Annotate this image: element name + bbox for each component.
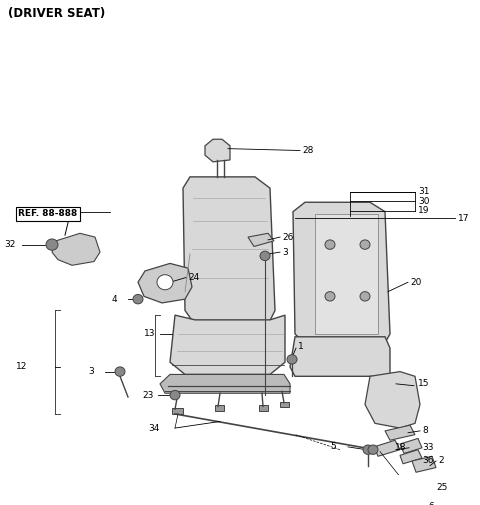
Text: 5: 5 (330, 442, 336, 451)
Text: 20: 20 (410, 278, 421, 287)
Text: 28: 28 (302, 146, 313, 155)
Circle shape (325, 292, 335, 301)
Text: 6: 6 (428, 501, 434, 505)
Polygon shape (170, 315, 285, 374)
Text: 33: 33 (422, 443, 433, 452)
Polygon shape (183, 177, 275, 325)
Polygon shape (280, 401, 289, 408)
Polygon shape (290, 337, 390, 376)
Circle shape (287, 355, 297, 364)
Circle shape (368, 445, 378, 455)
Text: 4: 4 (112, 294, 118, 304)
Polygon shape (404, 476, 432, 493)
Circle shape (115, 367, 125, 376)
Text: REF. 88-888: REF. 88-888 (18, 210, 77, 218)
Polygon shape (205, 139, 230, 162)
Polygon shape (172, 409, 183, 414)
Text: 3: 3 (282, 247, 288, 257)
Text: 1: 1 (298, 342, 304, 350)
Text: 24: 24 (188, 273, 199, 282)
Text: 3: 3 (88, 367, 94, 376)
Text: 31: 31 (418, 187, 430, 196)
Polygon shape (412, 457, 436, 472)
Text: 19: 19 (418, 206, 430, 215)
Circle shape (360, 240, 370, 249)
Text: 15: 15 (418, 379, 430, 388)
Polygon shape (259, 406, 268, 411)
Polygon shape (365, 372, 420, 428)
Polygon shape (374, 440, 400, 457)
Text: 34: 34 (148, 424, 159, 433)
Text: 25: 25 (436, 483, 447, 492)
Polygon shape (315, 215, 378, 334)
Polygon shape (385, 425, 415, 440)
Circle shape (133, 294, 143, 304)
Circle shape (413, 499, 427, 505)
Polygon shape (400, 438, 422, 453)
Text: 13: 13 (144, 329, 156, 338)
Polygon shape (293, 203, 390, 346)
Polygon shape (52, 233, 100, 265)
Text: 23: 23 (142, 391, 154, 399)
Polygon shape (160, 374, 290, 393)
Polygon shape (215, 406, 224, 411)
Text: 30: 30 (418, 197, 430, 206)
Text: (DRIVER SEAT): (DRIVER SEAT) (8, 7, 105, 20)
Circle shape (325, 240, 335, 249)
Circle shape (260, 251, 270, 261)
Polygon shape (138, 264, 192, 303)
Polygon shape (400, 449, 422, 464)
Circle shape (46, 239, 58, 250)
Text: 18: 18 (395, 443, 407, 452)
Polygon shape (248, 233, 274, 246)
Text: 36: 36 (422, 457, 433, 466)
Circle shape (363, 445, 373, 455)
Text: 8: 8 (422, 426, 428, 435)
Text: 26: 26 (282, 233, 293, 241)
Text: 17: 17 (458, 214, 469, 223)
Text: 32: 32 (4, 240, 15, 249)
Text: 12: 12 (16, 363, 27, 371)
Circle shape (360, 292, 370, 301)
Circle shape (170, 390, 180, 400)
Text: 2: 2 (438, 457, 444, 466)
Circle shape (157, 275, 173, 290)
